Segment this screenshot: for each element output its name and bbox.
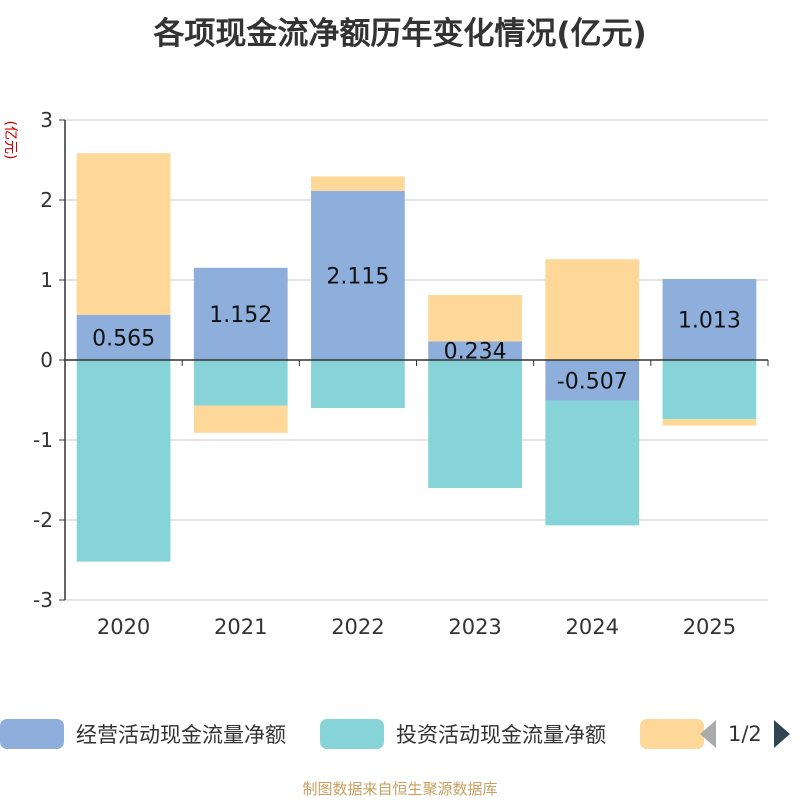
legend-item-investing[interactable]: 投资活动现金流量净额 bbox=[320, 716, 606, 752]
bar-2020-series-1 bbox=[76, 360, 171, 562]
bar-2025-series-1 bbox=[662, 360, 757, 420]
data-label-2022: 2.115 bbox=[326, 264, 389, 289]
bar-2021-series-0 bbox=[193, 267, 288, 360]
legend-next-icon[interactable] bbox=[773, 720, 790, 748]
bar-2021-series-2 bbox=[193, 405, 288, 433]
bar-2024-series-1 bbox=[545, 400, 640, 526]
x-tick-label-2021: 2021 bbox=[214, 615, 267, 639]
x-tick-label-2020: 2020 bbox=[97, 615, 150, 639]
legend-pager: 1/2 bbox=[700, 716, 790, 752]
x-tick-label-2023: 2023 bbox=[448, 615, 501, 639]
bar-2023-series-1 bbox=[428, 360, 522, 488]
data-label-2023: 0.234 bbox=[444, 340, 507, 365]
bar-2025-series-2 bbox=[662, 419, 757, 426]
bar-2025-series-0 bbox=[662, 278, 757, 360]
legend-item-financing[interactable] bbox=[640, 716, 716, 752]
y-tick-label: 3 bbox=[40, 108, 53, 132]
x-tick-label-2024: 2024 bbox=[566, 615, 619, 639]
y-tick-label: -1 bbox=[33, 428, 53, 452]
legend-prev-icon[interactable] bbox=[700, 720, 716, 748]
data-label-2020: 0.565 bbox=[92, 326, 155, 351]
cash-flow-chart: -3 -2 -1 0 1 2 3 0.565 1.152 2.115 0.234 -0.507 1.01… bbox=[33, 108, 769, 639]
legend-swatch-financing bbox=[640, 719, 704, 749]
legend-swatch-investing bbox=[320, 719, 384, 749]
y-tick-label: 0 bbox=[40, 348, 53, 372]
bar-2022-series-1 bbox=[311, 360, 405, 408]
bar-2023-series-0 bbox=[428, 341, 522, 360]
legend: 经营活动现金流量净额 投资活动现金流量净额 1/2 bbox=[0, 716, 800, 752]
y-tick-label: 1 bbox=[40, 268, 53, 292]
y-tick-label: -3 bbox=[33, 588, 53, 612]
legend-label-operating: 经营活动现金流量净额 bbox=[76, 723, 286, 747]
bar-2022-series-2 bbox=[311, 176, 405, 191]
x-tick-label-2022: 2022 bbox=[331, 615, 384, 639]
bar-2020-series-0 bbox=[76, 314, 171, 360]
x-tick-label-2025: 2025 bbox=[683, 615, 736, 639]
bar-2023-series-2 bbox=[428, 294, 522, 342]
legend-swatch-operating bbox=[0, 719, 64, 749]
bar-2024-series-2 bbox=[545, 259, 640, 360]
y-tick-label: 2 bbox=[40, 188, 53, 212]
data-label-2025: 1.013 bbox=[678, 308, 741, 333]
legend-page-indicator: 1/2 bbox=[728, 722, 762, 746]
legend-label-investing: 投资活动现金流量净额 bbox=[396, 723, 606, 747]
legend-item-operating[interactable]: 经营活动现金流量净额 bbox=[0, 716, 286, 752]
data-label-2024: -0.507 bbox=[557, 369, 628, 394]
chart-title: 各项现金流净额历年变化情况(亿元) bbox=[153, 16, 647, 52]
bar-2022-series-0 bbox=[311, 190, 405, 360]
bar-2020-series-2 bbox=[76, 153, 171, 315]
data-label-2021: 1.152 bbox=[209, 303, 272, 328]
bar-2024-series-0 bbox=[545, 360, 640, 401]
y-tick-label: -2 bbox=[33, 508, 53, 532]
bar-2021-series-1 bbox=[193, 360, 288, 406]
data-source-note: 制图数据来自恒生聚源数据库 bbox=[302, 780, 498, 798]
